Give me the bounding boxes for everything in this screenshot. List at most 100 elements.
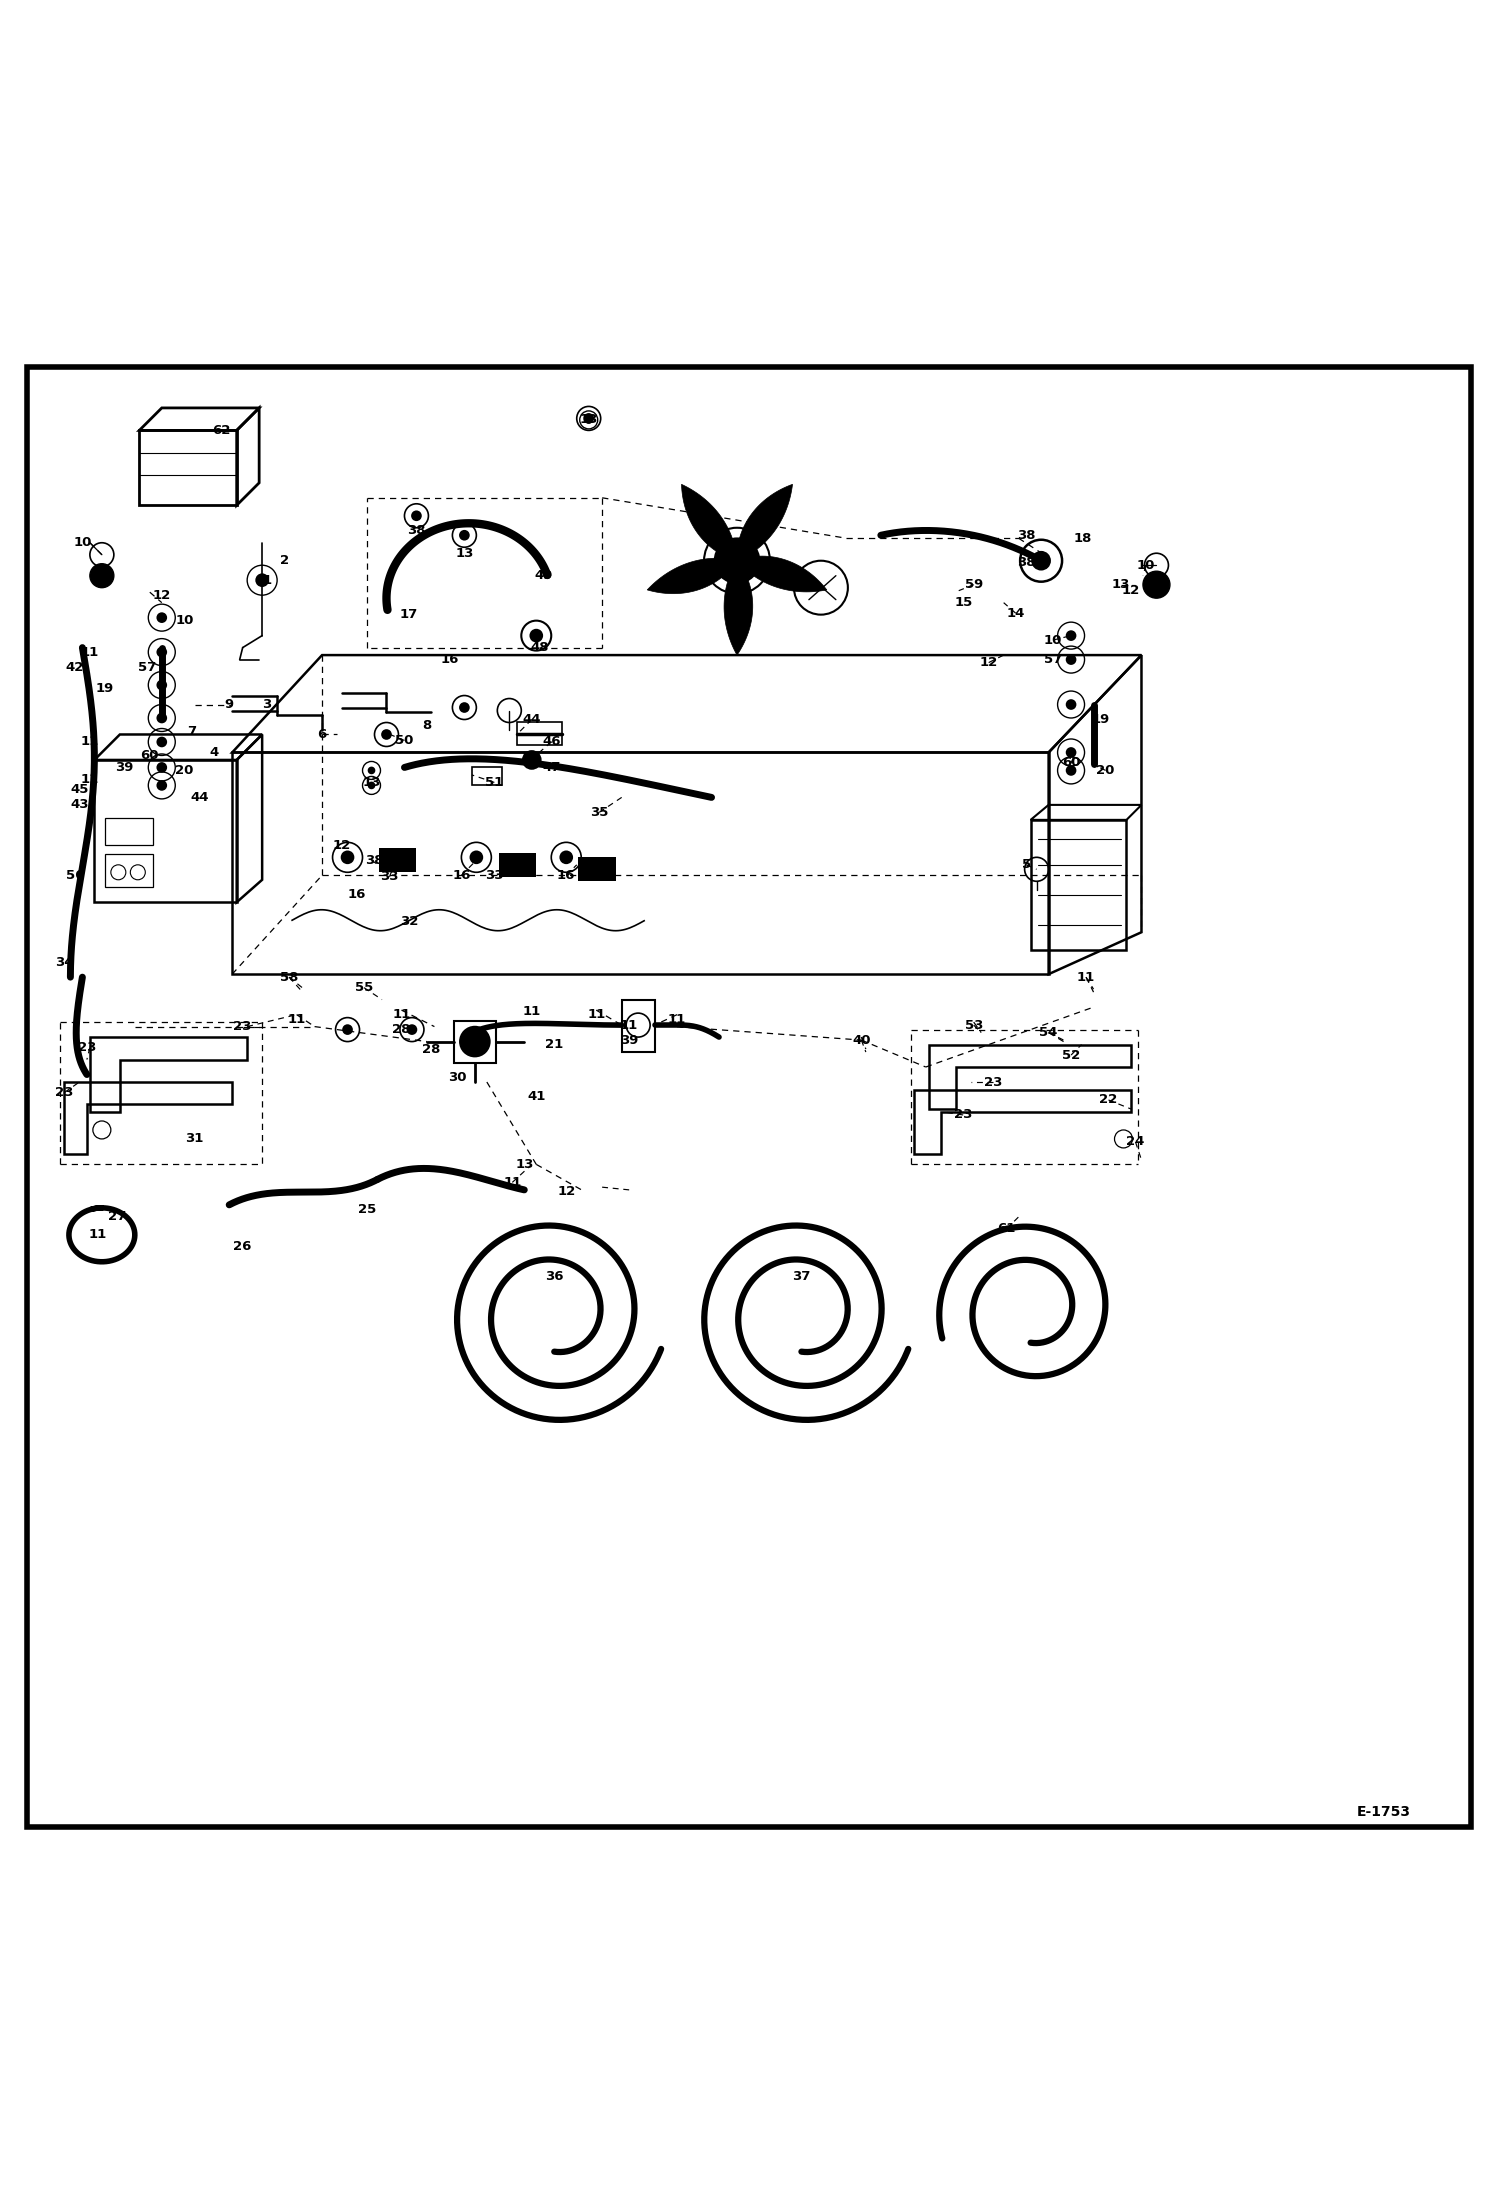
Circle shape	[157, 612, 166, 623]
Text: 11: 11	[392, 1007, 410, 1020]
Text: 11: 11	[620, 1018, 638, 1031]
Circle shape	[584, 415, 593, 423]
Text: 4: 4	[210, 746, 219, 759]
Bar	[472, 768, 502, 785]
Text: 23: 23	[55, 1086, 73, 1099]
Text: 23: 23	[984, 1075, 1002, 1088]
Text: 13: 13	[515, 1158, 533, 1172]
Circle shape	[1032, 551, 1050, 570]
Text: 36: 36	[545, 1270, 563, 1283]
Text: 54: 54	[1040, 1027, 1058, 1040]
Text: 11: 11	[587, 1007, 605, 1020]
Text: 48: 48	[530, 641, 548, 654]
Circle shape	[1067, 766, 1076, 774]
Text: 19: 19	[1092, 713, 1110, 726]
Text: 16: 16	[348, 889, 366, 902]
Text: 9: 9	[225, 698, 234, 711]
Text: 11: 11	[288, 1014, 306, 1025]
Text: 46: 46	[542, 735, 560, 748]
Text: 47: 47	[542, 761, 560, 774]
Circle shape	[1067, 656, 1076, 665]
Text: 2: 2	[280, 555, 289, 568]
Text: 24: 24	[1126, 1136, 1144, 1147]
Text: 12: 12	[557, 1185, 575, 1198]
Text: 5: 5	[1022, 858, 1031, 871]
Circle shape	[343, 1025, 352, 1033]
Bar	[94, 759, 237, 902]
Circle shape	[470, 851, 482, 862]
Bar	[379, 849, 416, 873]
Text: 60: 60	[141, 748, 159, 761]
Text: 1: 1	[262, 573, 271, 586]
Bar	[105, 853, 153, 886]
Text: 53: 53	[965, 1018, 983, 1031]
Text: 23: 23	[78, 1042, 96, 1053]
Text: 10: 10	[1044, 634, 1062, 647]
Text: 38: 38	[407, 524, 425, 538]
Text: 28: 28	[392, 1022, 410, 1036]
Text: 11: 11	[1077, 970, 1095, 983]
Text: 11: 11	[523, 1005, 541, 1018]
Circle shape	[157, 680, 166, 689]
Circle shape	[157, 737, 166, 746]
Text: 41: 41	[527, 1090, 545, 1104]
Text: 16: 16	[452, 869, 470, 882]
Text: 59: 59	[965, 579, 983, 590]
Text: 13: 13	[1112, 579, 1129, 590]
Text: 16: 16	[440, 654, 458, 667]
Circle shape	[1143, 570, 1170, 599]
Circle shape	[157, 781, 166, 790]
Text: 21: 21	[545, 1038, 563, 1051]
Text: 33: 33	[485, 869, 503, 882]
Text: 23: 23	[234, 1020, 252, 1033]
Bar	[454, 1020, 496, 1062]
Text: 57: 57	[138, 660, 156, 674]
Text: 37: 37	[792, 1270, 810, 1283]
Text: 30: 30	[448, 1071, 466, 1084]
Text: 61: 61	[998, 1222, 1016, 1235]
Text: 38: 38	[366, 853, 383, 867]
Circle shape	[382, 731, 391, 739]
Text: 40: 40	[852, 1033, 870, 1047]
Text: 42: 42	[66, 660, 84, 674]
Text: 57: 57	[1044, 654, 1062, 667]
Text: 11: 11	[503, 1176, 521, 1189]
Text: 15: 15	[954, 597, 972, 610]
Text: 12: 12	[980, 656, 998, 669]
Text: 18: 18	[1074, 531, 1092, 544]
Text: 60: 60	[1062, 757, 1080, 770]
Bar	[517, 722, 562, 746]
Text: 7: 7	[187, 724, 196, 737]
Text: 29: 29	[470, 1042, 488, 1053]
Polygon shape	[724, 577, 752, 656]
Text: 38: 38	[1017, 555, 1035, 568]
Text: 43: 43	[70, 799, 88, 812]
Text: 49: 49	[535, 568, 553, 581]
Text: 11: 11	[81, 772, 99, 785]
Text: 11: 11	[88, 1229, 106, 1242]
Circle shape	[157, 647, 166, 656]
Text: 10: 10	[175, 614, 193, 627]
Circle shape	[90, 564, 114, 588]
Circle shape	[412, 511, 421, 520]
Circle shape	[369, 783, 374, 788]
Circle shape	[1067, 748, 1076, 757]
Text: 23: 23	[954, 1108, 972, 1121]
Circle shape	[715, 538, 759, 584]
Text: 52: 52	[1062, 1049, 1080, 1062]
Text: 58: 58	[280, 970, 298, 983]
Text: 11: 11	[81, 645, 99, 658]
Text: 45: 45	[70, 783, 88, 796]
Circle shape	[460, 531, 469, 540]
Text: 13: 13	[363, 777, 380, 790]
Text: 12: 12	[1122, 584, 1140, 597]
Text: 3: 3	[262, 698, 271, 711]
Text: 51: 51	[485, 777, 503, 790]
Circle shape	[369, 768, 374, 774]
Text: 22: 22	[1100, 1093, 1118, 1106]
Circle shape	[342, 851, 354, 862]
Polygon shape	[739, 485, 792, 553]
Text: 10: 10	[1137, 559, 1155, 573]
Circle shape	[407, 1025, 416, 1033]
Circle shape	[523, 750, 541, 768]
